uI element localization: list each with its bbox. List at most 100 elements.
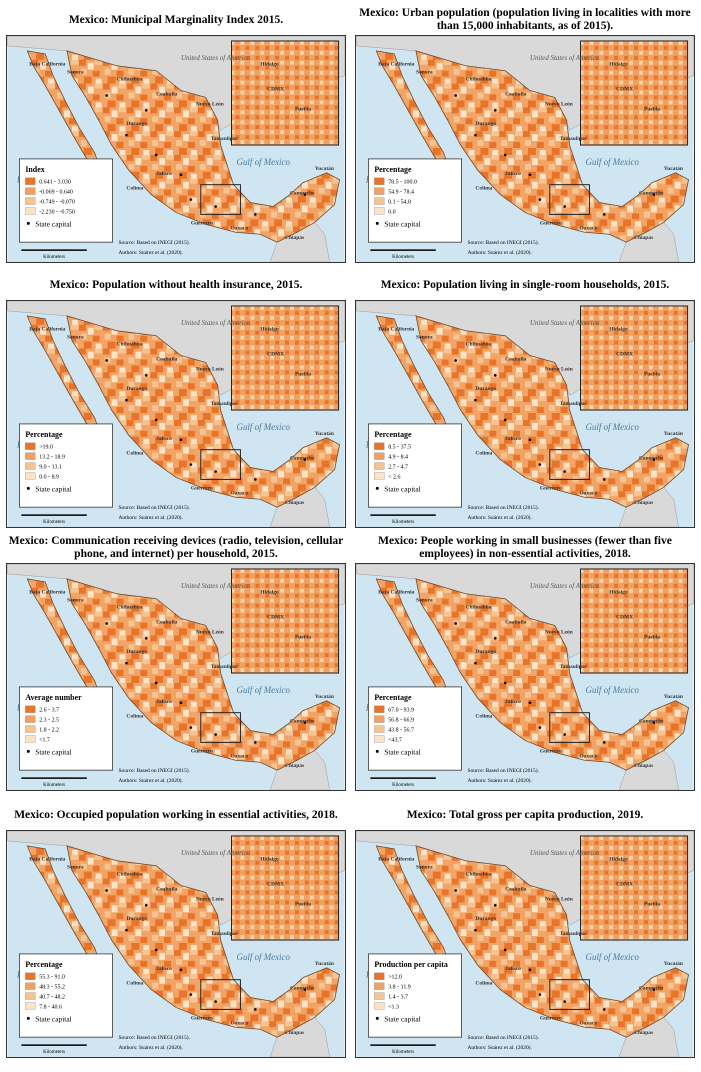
legend-capital: State capital: [384, 484, 420, 493]
legend-item: 2.6 - 3.7: [39, 708, 59, 714]
country-label: United States of America: [530, 583, 600, 590]
place-label: Baja California: [29, 62, 65, 68]
place-label: Puebla: [644, 634, 660, 640]
place-label: Guerrero: [191, 220, 213, 226]
legend-item: 0.1 - 54.8: [388, 200, 411, 206]
place-label: Baja California: [378, 857, 414, 863]
place-label: Guerrero: [540, 220, 562, 226]
map-panel: Mexico: Communication receiving devices …: [6, 533, 346, 791]
inset-map: [580, 568, 689, 674]
country-label: United States of America: [181, 850, 251, 857]
legend-capital: State capital: [35, 1014, 71, 1023]
legend-title: Percentage: [374, 693, 412, 702]
map: United States of AmericaPacific OceanGul…: [355, 830, 695, 1058]
capital-dot: [474, 661, 477, 665]
map-panel: Mexico: People working in small business…: [355, 533, 695, 791]
place-label: Colima: [475, 451, 492, 457]
capital-dot: [105, 889, 108, 892]
capital-symbol: [375, 486, 379, 490]
capital-dot: [563, 733, 566, 736]
panel-title: Mexico: Total gross per capita productio…: [406, 808, 644, 821]
capital-dot: [303, 193, 307, 196]
authors-note: Authors: Suárez et al. (2020).: [119, 777, 183, 784]
map-panel: Mexico: Municipal Marginality Index 2015…: [6, 5, 346, 263]
legend-swatch: [25, 725, 36, 733]
place-label: Chihuahua: [117, 872, 143, 878]
mexico-mainland: [66, 315, 340, 508]
place-label: Tamaulipas: [211, 136, 238, 142]
place-label: Oaxaca: [580, 225, 598, 231]
place-label: Yucatán: [315, 961, 334, 967]
capital-dot: [179, 438, 183, 442]
inset-map: [231, 835, 340, 941]
map-panel: Mexico: Total gross per capita productio…: [355, 800, 695, 1058]
authors-note: Authors: Suárez et al. (2020).: [119, 249, 183, 256]
place-label: Chihuahua: [466, 605, 492, 611]
inset-map: [580, 305, 689, 411]
capital-dot: [303, 988, 307, 991]
place-label: Durango: [126, 916, 147, 922]
legend-item: <1.3: [388, 1004, 399, 1010]
country-label: United States of America: [181, 320, 251, 327]
place-label: Chiapas: [634, 763, 653, 769]
place-label: Hidalgo: [260, 857, 279, 863]
place-label: Tamaulipas: [560, 931, 587, 937]
legend-item: 7.8 - 40.6: [39, 1004, 62, 1010]
gulf-label: Gulf of Mexico: [586, 952, 640, 962]
place-label: Durango: [475, 649, 496, 655]
legend: Average number 2.6 - 3.7 2.3 - 2.5 1.8 - 2.…: [18, 686, 113, 771]
place-label: Oaxaca: [580, 490, 598, 496]
capital-symbol: [26, 749, 30, 753]
scale-unit: Kilometers: [43, 783, 65, 788]
scale-unit: Kilometers: [392, 520, 414, 525]
legend-swatch: [25, 972, 36, 980]
capital-symbol: [26, 1016, 30, 1020]
map: United States of AmericaPacific OceanGul…: [6, 300, 346, 528]
inset-box-area: [200, 979, 241, 1010]
place-label: Colima: [126, 186, 143, 192]
mexico-mainland: [415, 50, 689, 243]
panel-title: Mexico: Occupied population working in e…: [14, 808, 338, 821]
country-label: United States of America: [530, 850, 600, 857]
place-label: Puebla: [644, 106, 660, 112]
place-label: Yucatán: [664, 694, 683, 700]
capital-dot: [528, 173, 532, 177]
legend: Percentage 67.0 - 93.9 56.8 - 66.9 43.8 - 5…: [367, 686, 462, 771]
mexico-mainland: [415, 315, 689, 508]
capital-dot: [603, 1008, 606, 1011]
place-label: Campeche: [290, 719, 315, 725]
legend-item: 0.0: [388, 209, 395, 215]
place-label: Yucatán: [664, 961, 683, 967]
place-label: Coahuila: [156, 91, 177, 97]
place-label: Coahuila: [156, 356, 177, 362]
place-label: Colima: [126, 451, 143, 457]
capital-dot: [154, 418, 158, 422]
capital-dot: [454, 359, 457, 362]
capital-dot: [179, 701, 183, 705]
legend-item: 3.8 - 11.9: [388, 985, 411, 991]
place-label: Yucatán: [315, 166, 334, 172]
capital-dot: [652, 988, 656, 991]
capital-dot: [538, 198, 542, 201]
map: United States of AmericaPacific OceanGul…: [355, 300, 695, 528]
place-label: Oaxaca: [231, 753, 249, 759]
legend-swatch: [374, 982, 385, 990]
place-label: Guerrero: [540, 1015, 562, 1021]
scale-unit: Kilometers: [392, 1050, 414, 1055]
legend-swatch: [25, 452, 36, 460]
place-label: Tamaulipas: [560, 401, 587, 407]
place-label: Guerrero: [191, 748, 213, 754]
place-label: Puebla: [295, 901, 311, 907]
capital-dot: [254, 213, 257, 216]
place-label: Sonora: [416, 335, 433, 341]
capital-dot: [214, 733, 217, 736]
legend-item: 78.5 - 100.0: [388, 180, 417, 186]
inset-box-area: [549, 449, 590, 480]
capital-symbol: [375, 749, 379, 753]
capital-dot: [474, 928, 477, 932]
inset-map: [580, 40, 689, 146]
capital-dot: [503, 418, 507, 422]
legend-swatch: [374, 1002, 385, 1010]
place-label: Sonora: [67, 865, 84, 871]
place-label: Chihuahua: [466, 77, 492, 83]
